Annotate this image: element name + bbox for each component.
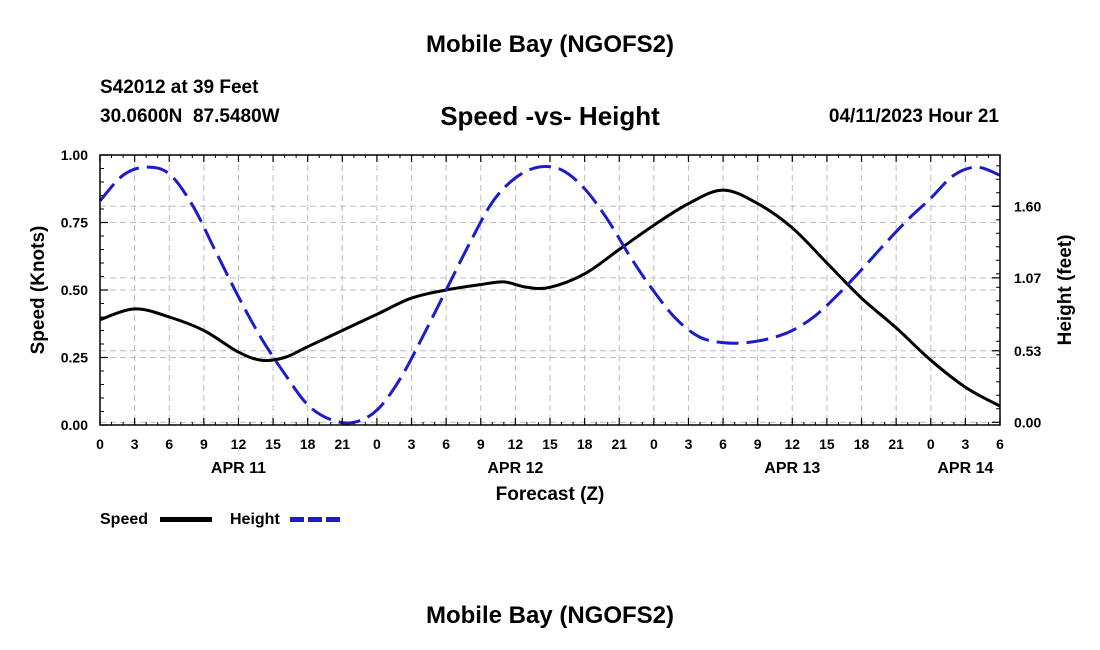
x-tick-label: 21 (611, 436, 627, 452)
x-tick-label: 3 (961, 436, 969, 452)
x-tick-label: 9 (477, 436, 485, 452)
x-tick-label: 18 (854, 436, 870, 452)
x-tick-label: 18 (300, 436, 316, 452)
legend-label-speed: Speed (100, 511, 148, 528)
x-tick-label: 18 (577, 436, 593, 452)
y2-tick-label: 1.07 (1014, 270, 1041, 286)
x-tick-label: 6 (165, 436, 173, 452)
tick-labels: 0 3 6 9 12 15 18 21 0 3 6 9 12 15 18 21 0 3 6 9 12 15 18 21 0 3 6A… (61, 147, 1042, 477)
legend: Speed Height (100, 511, 342, 528)
x-tick-label: 12 (785, 436, 801, 452)
legend-label-height: Height (230, 511, 280, 528)
y2-tick-label: 0.00 (1014, 414, 1041, 430)
y-tick-label: 0.50 (61, 282, 88, 298)
x-tick-label: 21 (335, 436, 351, 452)
forecast-time: 04/11/2023 Hour 21 (828, 106, 999, 127)
station-name: S42012 at 39 Feet (100, 77, 259, 98)
y-tick-label: 0.00 (61, 417, 88, 433)
station-coords: 30.0600N 87.5480W (100, 106, 280, 127)
y2-axis-title: Height (feet) (1055, 235, 1076, 346)
x-tick-label: 6 (719, 436, 727, 452)
x-tick-label: 3 (408, 436, 416, 452)
date-label: APR 14 (937, 460, 993, 477)
y2-tick-label: 1.60 (1014, 198, 1041, 214)
x-tick-label: 3 (685, 436, 693, 452)
date-label: APR 11 (211, 460, 266, 477)
x-tick-label: 15 (542, 436, 558, 452)
series-line-speed (99, 188, 1001, 408)
x-tick-label: 0 (373, 436, 381, 452)
x-tick-label: 6 (996, 436, 1004, 452)
y2-tick-label: 0.53 (1014, 343, 1041, 359)
y-tick-label: 0.75 (61, 215, 88, 231)
y-axis-title: Speed (Knots) (28, 226, 49, 355)
x-tick-label: 0 (927, 436, 935, 452)
x-tick-label: 12 (508, 436, 524, 452)
x-tick-label: 9 (754, 436, 762, 452)
y-tick-label: 1.00 (61, 147, 88, 163)
date-label: APR 13 (764, 460, 820, 477)
x-tick-label: 12 (231, 436, 247, 452)
x-tick-label: 0 (650, 436, 658, 452)
footer-title: Mobile Bay (NGOFS2) (425, 602, 675, 629)
chart-title: Speed -vs- Height (440, 101, 660, 131)
x-tick-label: 3 (131, 436, 139, 452)
x-tick-label: 15 (265, 436, 281, 452)
series-layer (98, 164, 1001, 425)
series-line-height (98, 164, 1001, 425)
x-tick-label: 21 (888, 436, 904, 452)
x-axis-title: Forecast (Z) (496, 484, 605, 505)
x-tick-label: 15 (819, 436, 835, 452)
ticks (99, 154, 1001, 426)
x-tick-label: 9 (200, 436, 208, 452)
x-tick-label: 0 (96, 436, 104, 452)
page-title: Mobile Bay (NGOFS2) (425, 31, 675, 58)
x-tick-label: 6 (442, 436, 450, 452)
date-label: APR 12 (487, 460, 543, 477)
y-tick-label: 0.25 (61, 350, 88, 366)
